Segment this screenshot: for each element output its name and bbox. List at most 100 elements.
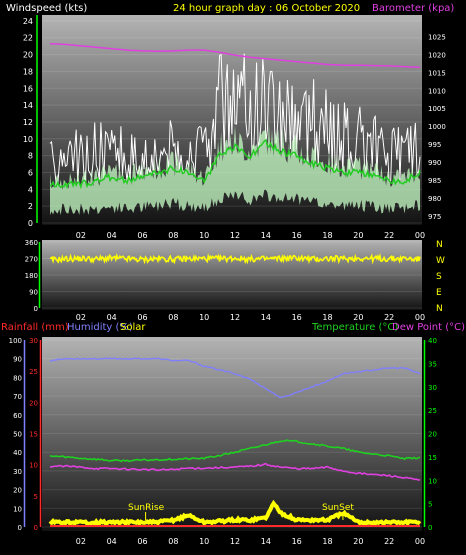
weather-x-tick-22: 22 [384, 537, 394, 546]
weather-panel-background [42, 337, 422, 531]
rain-tick-25: 25 [29, 368, 38, 376]
wind-tick-4: 4 [28, 185, 33, 194]
direction-x-tick-06: 06 [137, 313, 147, 322]
humidity-tick-50: 50 [13, 431, 22, 439]
wind-x-tick-12: 12 [230, 231, 240, 240]
barometer-tick-1020: 1020 [428, 51, 446, 59]
direction-x-tick-16: 16 [292, 313, 302, 322]
direction-x-tick-18: 18 [322, 313, 332, 322]
solar-series [48, 499, 422, 527]
temperature-tick-0: 0 [428, 524, 432, 532]
direction-x-tick-22: 22 [384, 313, 394, 322]
barometer-series [49, 42, 421, 69]
barometer-tick-985: 985 [428, 177, 441, 185]
axes: 0246810121416182022249759809859909951000… [9, 15, 446, 546]
weather-x-tick-10: 10 [199, 537, 209, 546]
dew-point-legend-label: Dew Point (°C) [392, 322, 465, 333]
direction-x-tick-12: 12 [230, 313, 240, 322]
wind-tick-2: 2 [28, 202, 33, 211]
direction-panel-background [42, 240, 422, 310]
humidity-legend-label: Humidity (%) [67, 322, 133, 333]
sunset-label: SunSet [322, 503, 354, 513]
wind-average-series [49, 138, 421, 190]
humidity-tick-90: 90 [13, 356, 22, 364]
direction-x-tick-20: 20 [353, 313, 363, 322]
temperature-tick-40: 40 [428, 337, 437, 345]
wind-tick-22: 22 [23, 34, 33, 43]
graph-title: 24 hour graph day : 06 October 2020 [173, 3, 360, 14]
compass-label-0: N [436, 240, 443, 250]
compass-label-4: N [436, 304, 443, 314]
direction-tick-360: 360 [25, 239, 38, 247]
wind-direction-series [49, 252, 421, 265]
humidity-tick-80: 80 [13, 374, 22, 382]
weather-x-tick-20: 20 [353, 537, 363, 546]
rain-tick-10: 10 [29, 462, 38, 470]
temperature-tick-5: 5 [428, 501, 432, 509]
compass-label-1: W [436, 256, 445, 266]
wind-x-tick-22: 22 [384, 231, 394, 240]
wind-tick-6: 6 [28, 168, 33, 177]
barometer-tick-995: 995 [428, 141, 441, 149]
rain-tick-20: 20 [29, 399, 38, 407]
barometer-tick-1010: 1010 [428, 87, 446, 95]
direction-x-tick-08: 08 [168, 313, 178, 322]
barometer-tick-975: 975 [428, 213, 441, 221]
humidity-tick-60: 60 [13, 412, 22, 420]
temperature-tick-30: 30 [428, 384, 437, 392]
temperature-series [49, 439, 421, 463]
compass-label-2: S [436, 272, 442, 282]
wind-x-tick-18: 18 [322, 231, 332, 240]
barometer-tick-1000: 1000 [428, 123, 446, 131]
direction-tick-180: 180 [25, 272, 38, 280]
wind-x-tick-14: 14 [261, 231, 271, 240]
temperature-tick-25: 25 [428, 407, 437, 415]
weather-x-tick-06: 06 [137, 537, 147, 546]
chart-marks [48, 42, 422, 527]
wind-tick-18: 18 [23, 67, 33, 76]
wind-tick-20: 20 [23, 51, 33, 60]
humidity-tick-30: 30 [13, 468, 22, 476]
wind-x-tick-20: 20 [353, 231, 363, 240]
humidity-tick-40: 40 [13, 449, 22, 457]
humidity-series [49, 357, 421, 399]
rain-tick-5: 5 [34, 493, 38, 501]
dew-point-series [49, 462, 421, 481]
direction-x-tick-04: 04 [107, 313, 117, 322]
solar-legend-label: Solar [120, 322, 146, 333]
barometer-tick-990: 990 [428, 159, 441, 167]
wind-x-tick-02: 02 [76, 231, 86, 240]
temperature-tick-10: 10 [428, 477, 437, 485]
wind-x-tick-06: 06 [137, 231, 147, 240]
wind-tick-24: 24 [23, 17, 33, 26]
compass-label-3: E [436, 288, 442, 298]
windspeed-axis-title: Windspeed (kts) [6, 3, 87, 14]
sunrise-label: SunRise [128, 503, 165, 513]
weather-x-tick-16: 16 [292, 537, 302, 546]
wind-x-tick-08: 08 [168, 231, 178, 240]
humidity-tick-10: 10 [13, 505, 22, 513]
wind-tick-16: 16 [23, 84, 33, 93]
rain-tick-15: 15 [29, 431, 38, 439]
temperature-tick-35: 35 [428, 360, 437, 368]
direction-tick-270: 270 [25, 256, 38, 264]
wind-x-tick-04: 04 [107, 231, 117, 240]
wind-x-tick-10: 10 [199, 231, 209, 240]
barometer-tick-980: 980 [428, 195, 441, 203]
wind-average-band [50, 122, 420, 216]
weather-x-tick-04: 04 [107, 537, 117, 546]
direction-x-tick-14: 14 [261, 313, 271, 322]
rainfall-legend-label: Rainfall (mm) [1, 322, 69, 333]
humidity-tick-100: 100 [9, 337, 22, 345]
weather-x-tick-12: 12 [230, 537, 240, 546]
temperature-tick-15: 15 [428, 454, 437, 462]
weather-x-tick-14: 14 [261, 537, 271, 546]
barometer-tick-1015: 1015 [428, 69, 446, 77]
direction-x-tick-10: 10 [199, 313, 209, 322]
wind-tick-8: 8 [28, 152, 33, 161]
wind-tick-10: 10 [23, 135, 33, 144]
wind-tick-12: 12 [23, 118, 33, 127]
weather-x-tick-08: 08 [168, 537, 178, 546]
